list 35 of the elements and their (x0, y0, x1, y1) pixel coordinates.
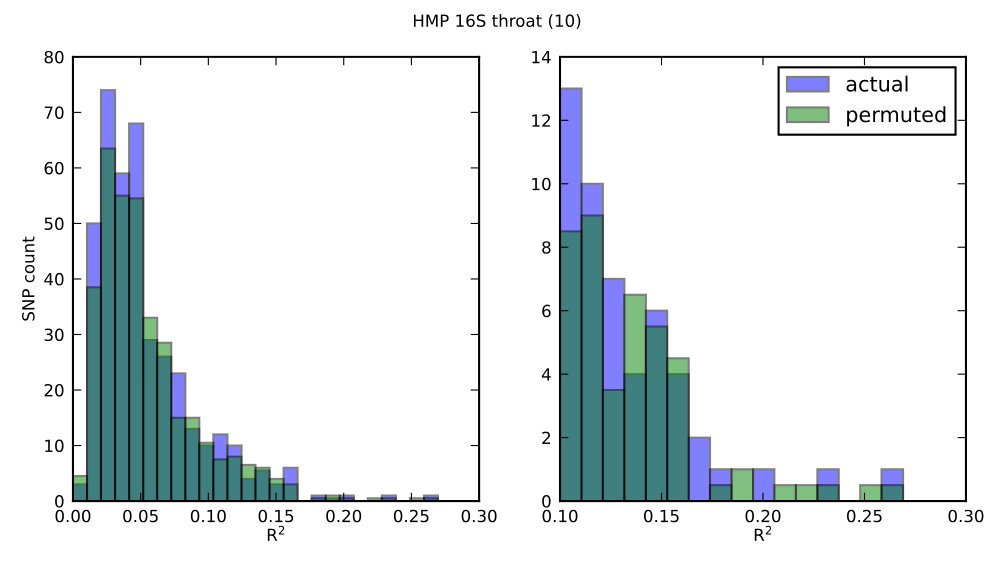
chart-title: HMP 16S throat (10) (414, 14, 580, 29)
y-tick-label: 12 (532, 114, 550, 127)
x-tick-label: 0.30 (948, 510, 984, 522)
x-tick-label: 0.20 (746, 510, 780, 522)
y-tick-label: 14 (532, 51, 551, 64)
y-tick-label: 4 (542, 368, 551, 380)
x-tick-label: 0.10 (542, 510, 578, 522)
x-tick-label: 0.30 (462, 510, 497, 522)
y-tick-label: 50 (44, 217, 64, 230)
y-tick-label: 0 (55, 495, 64, 508)
y-tick-label: 6 (542, 304, 551, 318)
x-tick-label: 0.00 (56, 510, 90, 522)
y-tick-label: 0 (542, 495, 551, 508)
x-tick-label: 0.05 (123, 510, 158, 522)
x-tick-label: 0.25 (847, 510, 882, 522)
y-tick-label: 70 (44, 106, 64, 119)
y-tick-label: 2 (542, 432, 550, 444)
y-tick-label: 30 (44, 328, 64, 342)
y-tick-label: 10 (45, 440, 64, 452)
y-axis-title: SNP count (22, 236, 35, 321)
y-tick-label: 40 (44, 272, 64, 286)
y-tick-label: 80 (44, 50, 64, 64)
legend-label: permuted (847, 106, 946, 126)
x-axis-title: R$^{2}$ (268, 526, 284, 541)
x-tick-label: 0.15 (644, 510, 679, 522)
x-tick-label: 0.25 (394, 510, 429, 522)
x-tick-label: 0.20 (326, 510, 362, 522)
x-tick-label: 0.10 (190, 510, 226, 522)
y-tick-label: 10 (532, 178, 551, 190)
y-tick-label: 20 (44, 384, 64, 397)
y-tick-label: 8 (542, 241, 551, 254)
legend-label: actual (846, 76, 908, 92)
x-tick-label: 0.15 (258, 510, 294, 522)
y-tick-label: 60 (44, 162, 64, 174)
x-axis-title: R$^{2}$ (754, 526, 772, 541)
